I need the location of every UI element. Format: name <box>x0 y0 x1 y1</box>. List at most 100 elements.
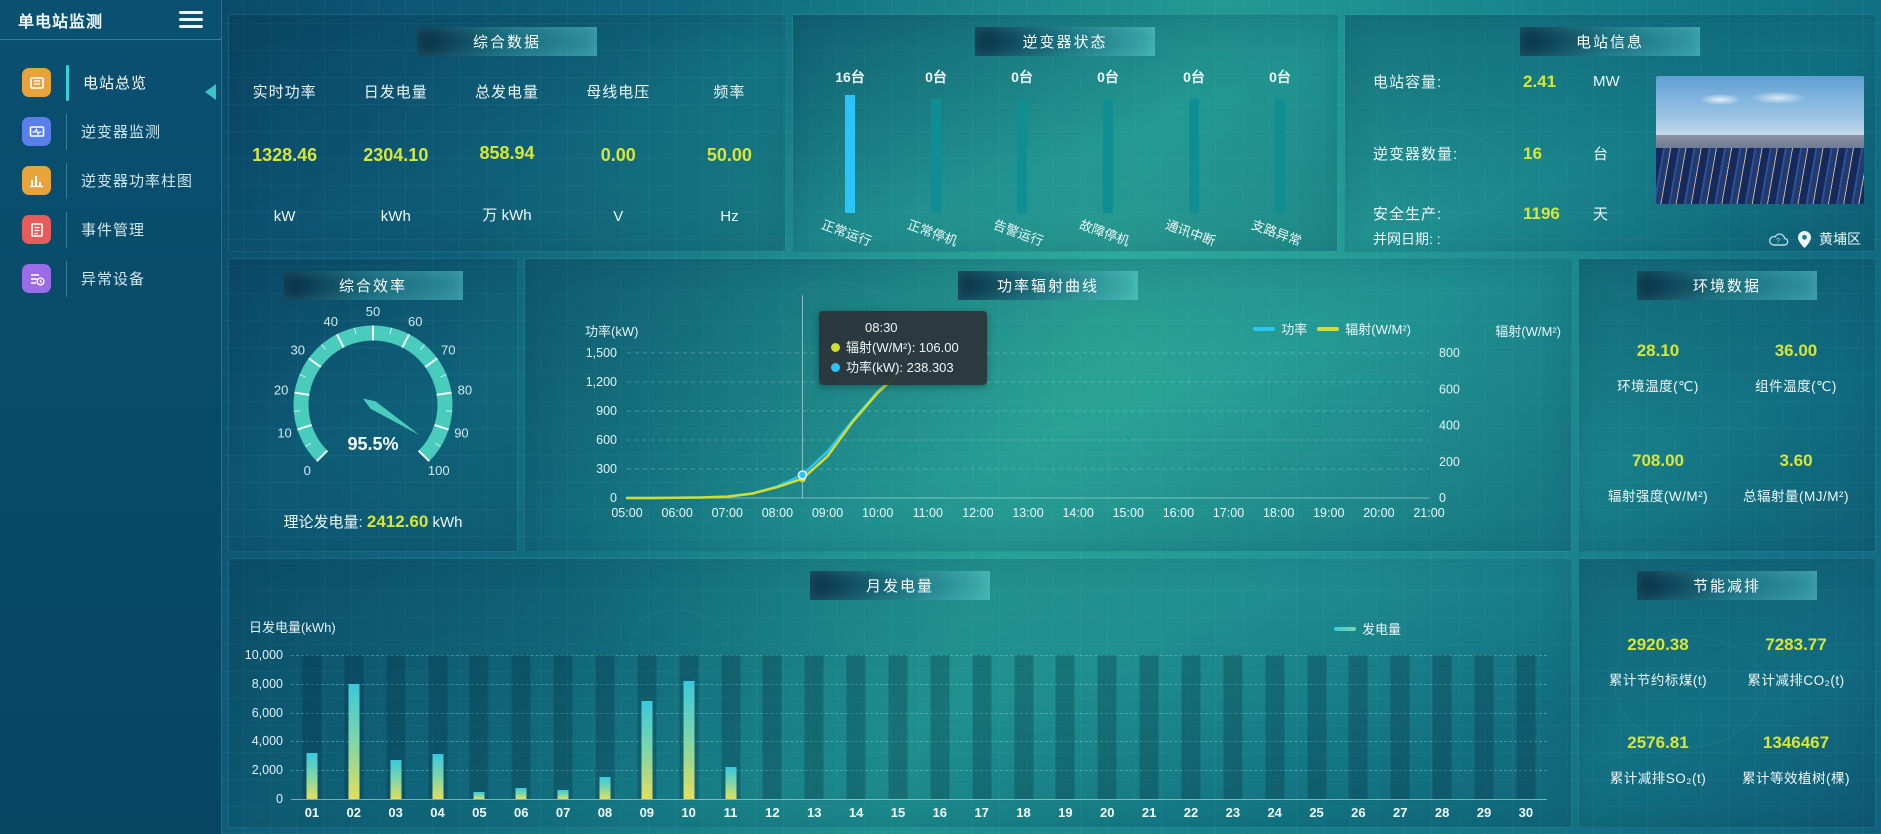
svg-text:18:00: 18:00 <box>1263 506 1294 520</box>
inverter-status-label: 故障停机 <box>1077 216 1132 249</box>
monthly-bar-slot[interactable]: 25 <box>1296 655 1338 820</box>
station-info-unit: 台 <box>1593 146 1609 163</box>
curve-legend-item[interactable]: 辐射(W/M²) <box>1317 319 1411 338</box>
inverter-status-bar[interactable] <box>1275 99 1285 213</box>
generation-bar[interactable] <box>725 766 737 799</box>
sidebar-item-1[interactable]: 逆变器监测 <box>0 107 221 156</box>
inverter-status-bar[interactable] <box>1189 99 1199 213</box>
monthly-bar-slot[interactable]: 17 <box>961 655 1003 820</box>
bar-background <box>1474 655 1494 799</box>
generation-bar[interactable] <box>390 760 402 799</box>
monthly-bar-slot[interactable]: 16 <box>919 655 961 820</box>
sidebar-collapse-arrow-icon[interactable] <box>205 84 216 100</box>
monthly-bar-slot[interactable]: 08 <box>584 655 626 820</box>
generation-bar[interactable] <box>432 754 443 799</box>
monthly-bar-slot[interactable]: 09 <box>626 655 668 820</box>
monthly-bar-slot[interactable]: 28 <box>1421 655 1463 820</box>
monthly-bar-slot[interactable]: 07 <box>542 655 584 820</box>
kv-value: 2920.38 <box>1627 635 1689 654</box>
generation-bar[interactable] <box>683 680 695 799</box>
kv-label: 辐射强度(W/M²) <box>1607 489 1709 504</box>
monthly-legend-item[interactable]: 发电量 <box>1333 619 1401 638</box>
generation-legend-mark <box>1333 626 1356 631</box>
station-photo <box>1656 76 1864 204</box>
monthly-bar-slot[interactable]: 26 <box>1337 655 1379 820</box>
bar-background <box>1055 655 1075 799</box>
monthly-bar-slot[interactable]: 21 <box>1128 655 1170 820</box>
svg-text:600: 600 <box>596 433 617 447</box>
generation-bar[interactable] <box>641 701 653 799</box>
monthly-bar-slot[interactable]: 20 <box>1086 655 1128 820</box>
sidebar-item-0[interactable]: 电站总览 <box>0 58 221 107</box>
svg-text:20: 20 <box>274 382 288 397</box>
day-label: 04 <box>430 805 445 820</box>
summary-metric: 实时功率 1328.46 kW <box>229 73 340 239</box>
monthly-bar-slot[interactable]: 18 <box>1003 655 1045 820</box>
monthly-bar-slot[interactable]: 14 <box>835 655 877 820</box>
generation-bar[interactable] <box>473 791 485 799</box>
monthly-bar-slot[interactable]: 27 <box>1379 655 1421 820</box>
overview-icon <box>22 68 51 97</box>
location-pin-icon[interactable] <box>1798 230 1811 248</box>
monthly-bar-slot[interactable]: 29 <box>1463 655 1505 820</box>
generation-bar[interactable] <box>599 777 611 799</box>
sidebar-item-2[interactable]: 逆变器功率柱图 <box>0 156 221 205</box>
monthly-bar-slot[interactable]: 13 <box>793 655 835 820</box>
kv-cell: 1346467 累计等效植树(棵) <box>1727 711 1865 809</box>
monthly-bar-slot[interactable]: 04 <box>417 655 459 820</box>
legend-mark <box>1317 326 1340 331</box>
monthly-bar-slot[interactable]: 02 <box>333 655 375 820</box>
generation-bar[interactable] <box>557 789 569 799</box>
metric-value: 50.00 <box>706 144 752 165</box>
monthly-bar-slot[interactable]: 05 <box>458 655 500 820</box>
power-curve-chart[interactable]: 0 300 600 900 1,200 1,500 0 200 400 600 800 05:00 06… <box>525 259 1573 553</box>
svg-text:30: 30 <box>291 342 305 357</box>
monthly-axis-name: 日发电量(kWh) <box>249 620 336 635</box>
monthly-bar-slot[interactable]: 24 <box>1254 655 1296 820</box>
inverter-status-label: 告警运行 <box>991 216 1046 249</box>
hamburger-menu-icon[interactable] <box>179 7 203 32</box>
svg-text:20:00: 20:00 <box>1363 506 1394 520</box>
inverter-status-bar[interactable] <box>845 95 855 213</box>
monthly-bar-chart[interactable]: 0 2,000 4,000 6,000 8,000 10,000 01 02 03 04 … <box>245 648 1547 820</box>
monthly-bar-slot[interactable]: 11 <box>710 655 752 820</box>
monthly-bar-slot[interactable]: 03 <box>375 655 417 820</box>
inverter-status-bar[interactable] <box>931 99 941 213</box>
monthly-bar-slot[interactable]: 22 <box>1170 655 1212 820</box>
kv-value: 1346467 <box>1762 733 1830 752</box>
generation-bar[interactable] <box>306 752 318 799</box>
monthly-bar-slot[interactable]: 19 <box>1044 655 1086 820</box>
svg-text:06:00: 06:00 <box>661 506 692 520</box>
day-label: 13 <box>807 805 822 820</box>
kv-value: 708.00 <box>1632 451 1684 470</box>
sidebar-item-3[interactable]: 事件管理 <box>0 205 221 254</box>
day-label: 26 <box>1351 805 1366 820</box>
theory-generation-value: 2412.60 <box>366 512 429 531</box>
sidebar-item-label: 异常设备 <box>81 271 146 288</box>
inverter-status-category: 0台 故障停机 <box>1065 67 1151 249</box>
curve-legend-item[interactable]: 功率 <box>1253 319 1307 338</box>
monthly-bar-slot[interactable]: 30 <box>1505 655 1547 820</box>
monthly-bar-slot[interactable]: 10 <box>668 655 710 820</box>
generation-bar[interactable] <box>348 683 360 799</box>
efficiency-gauge[interactable]: 0 10 20 30 40 50 60 70 80 90 100 95.5% <box>243 295 503 505</box>
inverter-status-chart[interactable]: 16台 正常运行 0台 正常停机 0台 告警运行 0台 故障停机 0台 通讯中断… <box>807 67 1323 249</box>
monthly-bar-slot[interactable]: 15 <box>877 655 919 820</box>
sidebar-item-label: 事件管理 <box>81 222 146 239</box>
bar-background <box>888 655 908 799</box>
inverter-status-bar[interactable] <box>1103 99 1113 213</box>
sidebar-item-4[interactable]: 异常设备 <box>0 254 221 303</box>
monthly-bar-slot[interactable]: 23 <box>1212 655 1254 820</box>
kv-cell: 2576.81 累计减排SO₂(t) <box>1589 711 1727 809</box>
station-info-row: 安全生产: 1196 天 <box>1373 203 1608 224</box>
station-info-label: 逆变器数量: <box>1373 146 1459 163</box>
inverter-status-bar[interactable] <box>1017 99 1027 213</box>
station-info-unit: MW <box>1593 73 1620 90</box>
generation-bar[interactable] <box>515 788 527 799</box>
inverter-status-category: 0台 正常停机 <box>893 67 979 249</box>
monthly-bar-slot[interactable]: 01 <box>291 655 333 820</box>
monthly-bar-slot[interactable]: 06 <box>500 655 542 820</box>
kv-value: 7283.77 <box>1765 635 1827 654</box>
theory-generation-unit: kWh <box>432 514 463 531</box>
monthly-bar-slot[interactable]: 12 <box>751 655 793 820</box>
